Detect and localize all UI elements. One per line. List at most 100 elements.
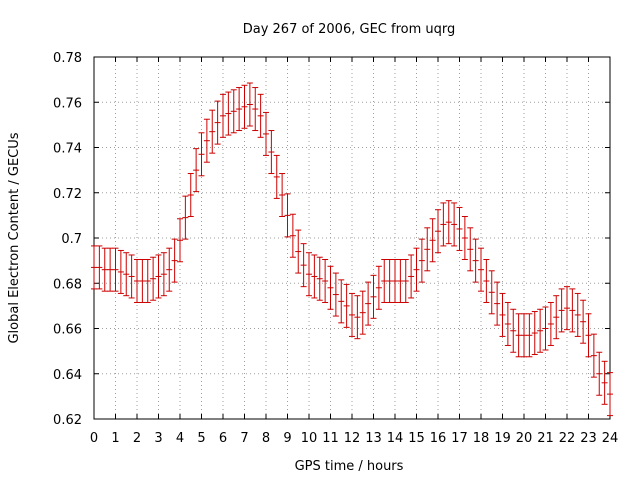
error-bar — [177, 218, 183, 263]
error-bar — [375, 265, 382, 310]
error-bar — [370, 274, 377, 319]
error-bar — [467, 227, 474, 272]
error-bar — [580, 299, 587, 344]
error-bar — [349, 292, 355, 337]
error-bar — [574, 292, 581, 337]
error-bar — [397, 258, 404, 303]
error-bar — [542, 306, 549, 351]
y-axis-label: Global Electron Content / GECUs — [7, 132, 22, 343]
error-bar — [139, 258, 146, 303]
error-bar — [225, 91, 232, 136]
error-bar — [456, 206, 463, 251]
error-bar — [429, 218, 436, 263]
error-bar — [451, 202, 458, 247]
error-bar — [327, 265, 334, 310]
error-bar — [112, 247, 119, 292]
error-bar — [187, 173, 194, 218]
error-bar — [236, 87, 243, 132]
error-bar — [128, 254, 135, 299]
error-bar — [214, 100, 221, 145]
error-bar — [220, 93, 226, 138]
error-bar — [386, 258, 393, 303]
error-bar — [246, 82, 253, 127]
error-bar — [504, 301, 511, 346]
x-tick-label: 2 — [133, 431, 141, 446]
error-bar — [322, 258, 329, 303]
error-bar — [418, 238, 425, 283]
y-tick-label: 0.72 — [53, 187, 82, 202]
x-tick-label: 16 — [430, 431, 447, 446]
error-bar-series — [91, 82, 613, 417]
error-bar — [300, 243, 307, 288]
x-tick-label: 1 — [111, 431, 119, 446]
x-tick-label: 6 — [219, 431, 227, 446]
x-tick-label: 10 — [301, 431, 318, 446]
error-bar — [316, 256, 323, 301]
y-tick-label: 0.64 — [53, 368, 82, 383]
error-bar — [531, 311, 538, 356]
error-bar — [472, 238, 479, 283]
error-bar — [209, 109, 216, 154]
error-bar — [252, 87, 259, 132]
error-bar — [289, 213, 296, 258]
error-bar — [311, 254, 318, 299]
y-tick-label: 0.76 — [53, 96, 82, 111]
x-tick-labels: 0 1 2 3 4 5 6 7 8 9 10 11 12 13 14 15 16 17 18 19 20 21 22 23 24 — [90, 431, 618, 446]
error-bar — [537, 308, 544, 353]
error-bar — [499, 292, 506, 337]
error-bar — [306, 252, 312, 297]
error-bar — [590, 333, 597, 378]
error-bar — [123, 252, 130, 297]
error-bar — [166, 247, 173, 292]
error-bar — [273, 154, 280, 199]
error-bar — [381, 258, 388, 303]
error-bar — [392, 258, 398, 303]
x-tick-label: 21 — [537, 431, 554, 446]
error-bar — [521, 313, 527, 358]
error-bar — [402, 258, 409, 303]
x-tick-label: 9 — [283, 431, 291, 446]
x-tick-label: 17 — [451, 431, 468, 446]
x-tick-label: 3 — [154, 431, 162, 446]
error-bar — [91, 245, 97, 290]
x-tick-label: 4 — [176, 431, 184, 446]
x-tick-label: 24 — [602, 431, 619, 446]
error-bar — [478, 247, 484, 292]
error-bar — [284, 193, 291, 238]
error-bar — [203, 118, 210, 163]
x-tick-label: 12 — [344, 431, 361, 446]
error-bar — [279, 173, 286, 218]
error-bar — [445, 200, 452, 245]
error-bar — [354, 295, 361, 340]
error-bar — [607, 372, 613, 417]
error-bar — [585, 313, 592, 358]
x-axis-label: GPS time / hours — [295, 459, 404, 474]
error-bar — [596, 351, 603, 396]
error-bar — [526, 313, 533, 358]
error-bar — [101, 247, 108, 292]
error-bar — [558, 288, 565, 333]
error-bar — [424, 227, 431, 272]
error-bar — [515, 313, 522, 358]
x-tick-label: 11 — [322, 431, 339, 446]
error-bar — [193, 148, 200, 193]
error-bar — [440, 202, 447, 247]
error-bar — [332, 272, 339, 317]
y-tick-label: 0.62 — [53, 413, 82, 428]
y-tick-label: 0.7 — [61, 232, 82, 247]
error-bar — [365, 281, 372, 326]
error-bar — [601, 360, 608, 405]
error-bar — [160, 252, 167, 297]
error-bar — [547, 301, 554, 346]
x-tick-label: 8 — [262, 431, 270, 446]
error-bar — [263, 111, 269, 156]
x-tick-label: 20 — [516, 431, 533, 446]
error-bar — [144, 258, 151, 303]
error-bar — [117, 249, 124, 294]
error-bar — [257, 93, 264, 138]
error-bar — [96, 245, 103, 290]
y-tick-label: 0.68 — [53, 277, 82, 292]
x-tick-label: 19 — [494, 431, 511, 446]
